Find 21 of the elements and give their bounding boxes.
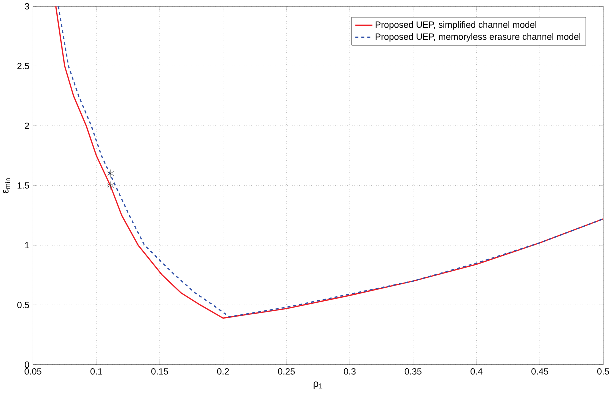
y-tick-label: 0 (25, 362, 30, 368)
y-tick-label: 1.5 (18, 182, 30, 190)
legend-label: Proposed UEP, memoryless erasure channel model (376, 34, 580, 42)
x-tick-label: 0.25 (278, 368, 296, 376)
y-tick-label: 3 (25, 4, 30, 10)
x-tick-label: 0.15 (152, 368, 168, 376)
x-tick-label: 0.35 (404, 368, 422, 376)
x-tick-label: 0.45 (532, 368, 548, 376)
x-tick-label: 0.05 (24, 368, 42, 376)
y-tick-label: 1 (25, 242, 30, 249)
y-tick-label: 2 (25, 123, 30, 130)
y-tick-label: 2.5 (18, 63, 30, 70)
legend-label: Proposed UEP, simplified channel model (376, 22, 536, 30)
y-tick-label: 0.5 (18, 302, 30, 309)
x-tick-label: 0.2 (217, 368, 230, 376)
x-tick-label: 0.4 (470, 368, 483, 376)
x-tick-label: 0.3 (344, 368, 356, 376)
x-axis-title: ρ$_{1}$ (314, 382, 323, 390)
y-axis-title: ε$_{min}$ (3, 178, 10, 194)
x-tick-label: 0.1 (90, 368, 102, 376)
x-tick-label: 0.5 (598, 368, 610, 376)
